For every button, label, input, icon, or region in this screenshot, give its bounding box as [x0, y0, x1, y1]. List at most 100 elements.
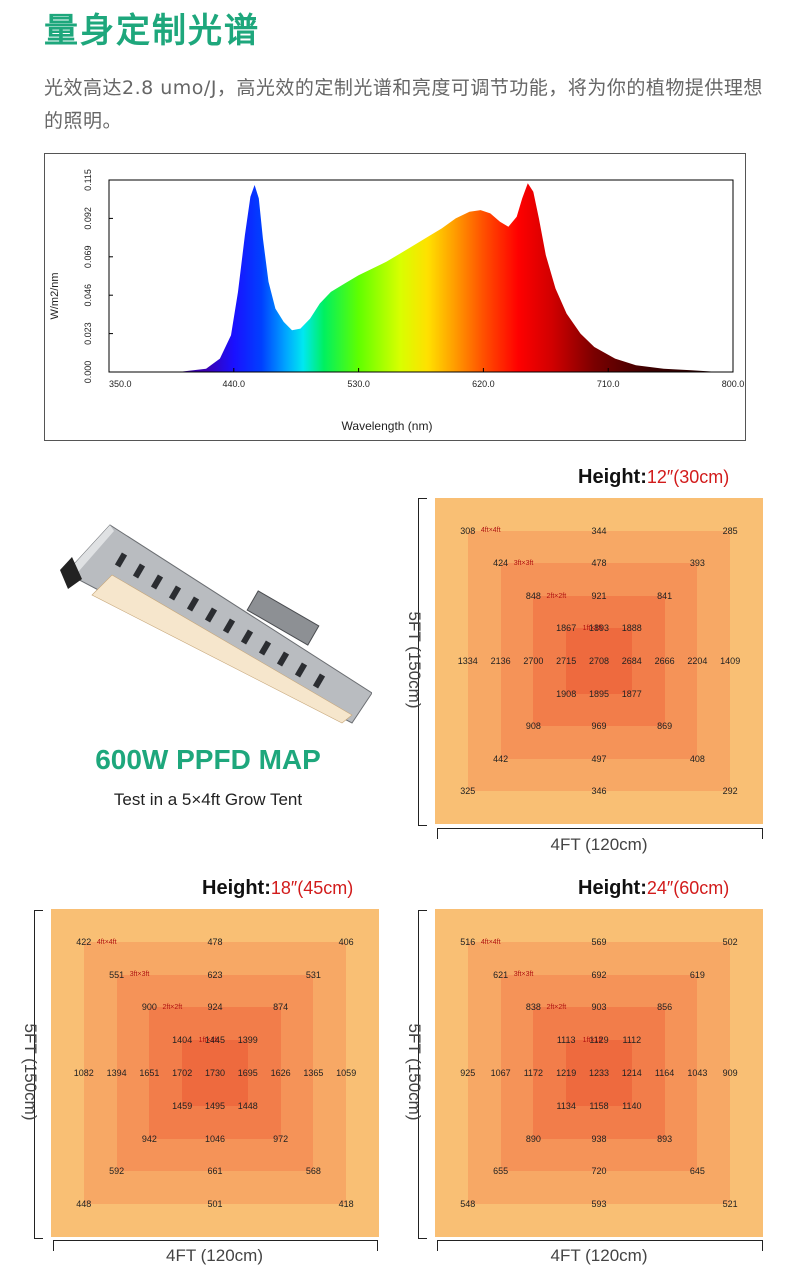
ppfd-value: 1219 [556, 1068, 577, 1078]
ppfd-value: 720 [591, 1166, 607, 1177]
ppfd-value: 1495 [204, 1100, 226, 1111]
ppfd-value: 592 [109, 1166, 125, 1177]
y-tick-label: 0.046 [83, 284, 93, 307]
zone-size-tag: 3ft×3ft [513, 559, 534, 567]
zone-size-tag: 3ft×3ft [129, 971, 150, 979]
ppfd-value: 924 [207, 1002, 223, 1013]
ppfd-value: 285 [722, 525, 738, 536]
ppfd-value: 1067 [490, 1068, 511, 1078]
ppfd-value: 531 [305, 969, 321, 980]
ppfd-value: 1113 [556, 1035, 576, 1046]
zone-size-tag: 4ft×4ft [96, 938, 117, 946]
map-18-side-bracket [34, 910, 43, 1239]
x-tick-label: 800.0 [722, 379, 745, 389]
zone-size-tag: 2ft×2ft [162, 1004, 183, 1012]
ppfd-value: 501 [207, 1199, 223, 1210]
ppfd-value: 1043 [687, 1068, 708, 1078]
ppfd-value: 1158 [589, 1100, 609, 1111]
ppfd-value: 903 [591, 1002, 607, 1013]
ppfd-value: 900 [141, 1002, 157, 1013]
ppfd-value: 893 [657, 1133, 673, 1144]
ppfd-value: 478 [591, 558, 607, 569]
ppfd-value: 2136 [490, 656, 511, 666]
x-tick-label: 440.0 [223, 379, 246, 389]
ppfd-zone-ring [182, 1040, 248, 1106]
ppfd-value: 969 [591, 721, 607, 732]
ppfd-value: 856 [657, 1002, 673, 1013]
ppfd-map-24in: 4ft×4ft 3ft×3ft 2ft×2ft 1ft×1ft 516 569 502 621… [435, 909, 763, 1237]
zone-size-tag: 1ft×1ft [198, 1036, 219, 1044]
ppfd-value: 422 [76, 936, 92, 947]
ppfd-value: 2204 [687, 656, 708, 666]
ppfd-value: 1129 [589, 1035, 609, 1046]
ppfd-value: 2684 [621, 656, 642, 666]
ppfd-value: 2666 [654, 656, 675, 666]
lamp-body [65, 524, 372, 724]
ppfd-value: 645 [689, 1166, 705, 1177]
page-title: 量身定制光谱 [44, 11, 260, 51]
x-tick-label: 710.0 [597, 379, 620, 389]
ppfd-value: 442 [493, 753, 509, 764]
ppfd-value: 1404 [172, 1035, 193, 1046]
x-tick-label: 530.0 [347, 379, 370, 389]
ppfd-value: 908 [525, 721, 541, 732]
spectrum-chart: 350.0 440.0 530.0 620.0 710.0 800.0 0.000 0.023… [44, 153, 746, 441]
ppfd-value: 1893 [588, 623, 610, 634]
description-text: 光效高达2.8 umo/J，高光效的定制光谱和亮度可调节功能，将为你的植物提供理… [44, 77, 763, 132]
ppfd-value: 1394 [106, 1068, 127, 1078]
map-18-height-label: Height:18″(45cm) [202, 877, 354, 899]
ppfd-value: 418 [338, 1199, 354, 1210]
ppfd-value: 1867 [556, 623, 577, 634]
map-24-height-label: Height:24″(60cm) [578, 877, 730, 899]
y-axis-label: W/m2/nm [49, 272, 61, 319]
ppfd-value: 569 [591, 936, 607, 947]
ppfd-value: 478 [207, 936, 223, 947]
zone-size-tag: 4ft×4ft [480, 938, 501, 946]
y-tick-label: 0.069 [83, 246, 93, 269]
y-tick-label: 0.000 [83, 361, 93, 384]
ppfd-value: 942 [141, 1133, 157, 1144]
lamp-top-face [66, 525, 114, 579]
ppfd-map-18in: 4ft×4ft 3ft×3ft 2ft×2ft 1ft×1ft 422 478 406 551… [51, 909, 379, 1237]
y-tick-label: 0.023 [83, 322, 93, 345]
ppfd-value: 292 [722, 786, 738, 797]
map-24-side-label: 5FT (150cm) [405, 1023, 424, 1121]
map-18-bottom-label: 4FT (120cm) [166, 1246, 263, 1265]
ppfd-value: 692 [591, 969, 607, 980]
ppfd-value: 1059 [336, 1068, 357, 1078]
map-12-height-label: Height:12″(30cm) [578, 466, 730, 488]
map-12-side-label: 5FT (150cm) [405, 611, 424, 709]
map-12-bottom-label: 4FT (120cm) [550, 835, 648, 854]
ppfd-value: 621 [493, 969, 509, 980]
ppfd-value: 1399 [237, 1035, 258, 1046]
ppfd-value: 1112 [622, 1035, 642, 1046]
zone-size-tag: 1ft×1ft [582, 625, 603, 633]
map-24-bottom-bracket [437, 1240, 763, 1251]
ppfd-value: 623 [207, 969, 223, 980]
ppfd-value: 938 [591, 1133, 607, 1144]
ppfd-value: 1409 [720, 656, 741, 666]
ppfd-value: 568 [305, 1166, 321, 1177]
spectrum-curve [109, 183, 733, 372]
ppfd-value: 308 [460, 525, 476, 536]
y-tick-label: 0.115 [83, 169, 93, 191]
ppfd-value: 551 [109, 969, 125, 980]
x-tick-label: 620.0 [472, 379, 495, 389]
ppfd-value: 1651 [139, 1068, 160, 1078]
ppfd-value: 497 [591, 753, 607, 764]
ppfd-map-title: 600W PPFD MAP [95, 744, 321, 775]
ppfd-value: 1134 [556, 1100, 576, 1111]
ppfd-value: 1082 [73, 1068, 94, 1078]
ppfd-value: 655 [493, 1166, 509, 1177]
ppfd-map-12in: 4ft×4ft 3ft×3ft 2ft×2ft 1ft×1ft 308 344 285 424… [435, 498, 763, 824]
ppfd-value: 325 [460, 786, 476, 797]
x-tick-label: 350.0 [109, 379, 132, 389]
ppfd-value: 841 [657, 590, 673, 601]
ppfd-value: 1730 [204, 1068, 226, 1078]
ppfd-value: 344 [591, 525, 607, 536]
ppfd-value: 1908 [556, 688, 577, 699]
ppfd-value: 1895 [588, 688, 610, 699]
spectrum-svg: 350.0 440.0 530.0 620.0 710.0 800.0 0.000 0.023… [49, 169, 745, 433]
ppfd-value: 848 [525, 590, 541, 601]
ppfd-value: 1695 [237, 1068, 258, 1078]
